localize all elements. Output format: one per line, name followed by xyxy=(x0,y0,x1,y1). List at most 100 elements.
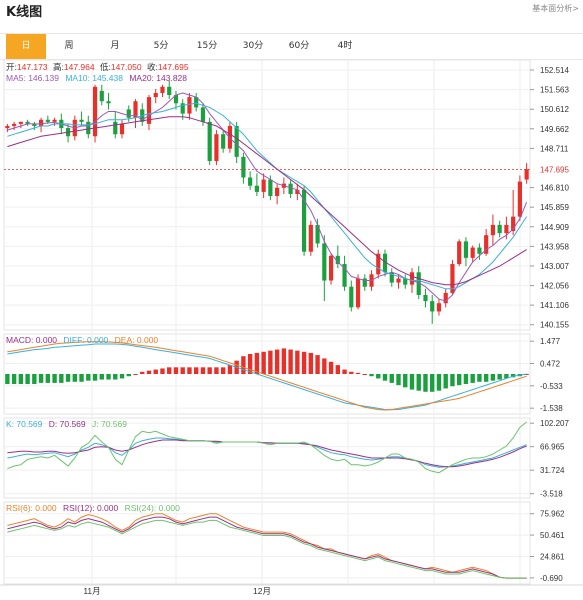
candle-body xyxy=(295,189,300,194)
macd-bar xyxy=(497,374,502,380)
tab-30min[interactable]: 30分 xyxy=(242,41,264,51)
ma10-line xyxy=(7,102,528,290)
y-tick-label: 151.563 xyxy=(540,86,569,95)
macd-bar xyxy=(133,374,138,375)
candle-body xyxy=(227,125,233,149)
macd-bar xyxy=(382,374,388,381)
macd-bar xyxy=(443,374,448,389)
macd-bar xyxy=(409,374,415,390)
candle-body xyxy=(86,121,91,135)
candle-body xyxy=(355,278,361,308)
candle-body xyxy=(504,224,509,234)
candle-body xyxy=(389,272,394,283)
macd-bar xyxy=(335,365,340,374)
price-panel: 152.514 151.563 150.612 149.662 148.711 146.8… xyxy=(4,66,581,330)
y-tick-label: -0.533 xyxy=(540,382,563,391)
candle-body xyxy=(194,97,199,108)
macd-bar xyxy=(261,351,266,374)
candle-body xyxy=(38,119,44,126)
candle-body xyxy=(436,303,442,312)
candle-body xyxy=(214,134,219,161)
tab-day[interactable]: 日 xyxy=(6,34,46,59)
macd-bar xyxy=(295,350,300,374)
y-tick-label: 140.155 xyxy=(540,321,569,330)
macd-bar xyxy=(376,374,381,379)
macd-bar xyxy=(396,374,401,386)
macd-bar xyxy=(369,374,374,377)
candle-body xyxy=(443,292,448,304)
page-title: K线图 xyxy=(6,5,43,20)
macd-bar xyxy=(510,374,516,378)
candle-body xyxy=(275,187,280,197)
tab-5min[interactable]: 5分 xyxy=(153,41,169,51)
candle-body xyxy=(450,264,455,293)
macd-bar xyxy=(349,371,354,374)
macd-bar xyxy=(38,374,44,383)
candle-body xyxy=(322,243,327,281)
macd-diff-line xyxy=(7,343,527,411)
macd-bar xyxy=(490,374,496,381)
y-tick-label: 145.859 xyxy=(540,203,569,212)
legend-layer: 开:147.173 高:147.964 低:147.050 收:147.695 … xyxy=(6,62,271,596)
candle-body xyxy=(416,272,421,295)
candle-body xyxy=(160,86,165,93)
rsi24-line xyxy=(7,519,527,579)
macd-bar xyxy=(25,374,30,384)
macd-bar xyxy=(268,350,273,374)
tab-60min[interactable]: 60分 xyxy=(288,41,310,51)
macd-bar xyxy=(463,374,469,384)
macd-bar xyxy=(200,367,206,374)
candle-body xyxy=(463,241,469,258)
macd-bar xyxy=(436,374,442,391)
macd-bar xyxy=(477,374,482,382)
rsi-frame xyxy=(3,501,531,585)
candle-body xyxy=(342,264,347,287)
candle-body xyxy=(45,119,50,122)
macd-bar xyxy=(457,374,462,386)
candle-body xyxy=(457,241,462,265)
rsi6-line xyxy=(7,513,527,579)
tab-month[interactable]: 月 xyxy=(110,41,120,51)
macd-bar xyxy=(241,356,246,374)
candle-body xyxy=(221,134,226,149)
ma20-line xyxy=(7,116,527,286)
y-tick-label: 66.965 xyxy=(540,443,565,452)
candle-body xyxy=(5,125,10,129)
candle-body xyxy=(167,86,172,96)
macd-bar xyxy=(5,374,10,384)
candle-body xyxy=(382,253,388,273)
macd-bar xyxy=(315,355,320,374)
macd-bar xyxy=(301,351,307,374)
y-tick-label: 50.461 xyxy=(540,531,565,540)
macd-bar xyxy=(180,367,185,374)
y-tick-label: 31.724 xyxy=(540,466,565,475)
tab-week[interactable]: 周 xyxy=(64,41,74,51)
macd-bar xyxy=(207,367,212,374)
macd-bar xyxy=(113,374,118,380)
x-label-nov: 11月 xyxy=(83,586,100,596)
tab-15min[interactable]: 15分 xyxy=(196,41,218,51)
candle-body xyxy=(376,253,381,275)
candle-body xyxy=(25,121,30,124)
tab-4hour[interactable]: 4时 xyxy=(337,41,353,51)
y-tick-label: 149.662 xyxy=(540,125,569,134)
macd-bar xyxy=(322,358,327,374)
candle-body xyxy=(187,97,192,114)
kdj-legend: K: 70.569 D: 70.569 J: 70.569 xyxy=(6,419,127,429)
macd-bar xyxy=(86,374,91,381)
macd-bar xyxy=(194,367,199,374)
macd-bar xyxy=(119,374,125,379)
candle-body xyxy=(497,224,502,234)
y-tick-label: -3.518 xyxy=(540,490,563,499)
macd-bar xyxy=(32,374,37,384)
macd-bar xyxy=(140,371,145,374)
price-frame xyxy=(3,59,531,331)
macd-bar xyxy=(430,374,435,392)
candle-body xyxy=(119,123,125,135)
candle-body xyxy=(234,125,239,157)
candle-body xyxy=(52,119,57,122)
fundamental-analysis-link[interactable]: 基本面分析> xyxy=(532,4,579,13)
macd-bar xyxy=(99,374,104,380)
macd-bar xyxy=(220,367,226,374)
